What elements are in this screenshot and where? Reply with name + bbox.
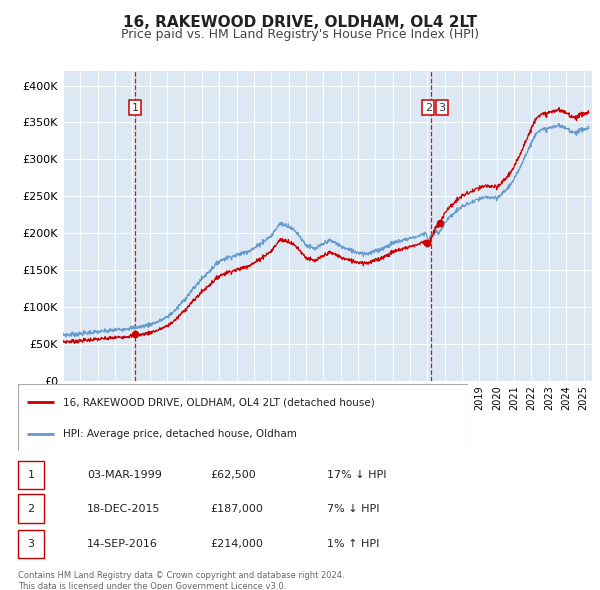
Text: 1: 1 <box>28 470 34 480</box>
Text: 2: 2 <box>425 103 432 113</box>
Text: 17% ↓ HPI: 17% ↓ HPI <box>327 470 386 480</box>
Text: Price paid vs. HM Land Registry's House Price Index (HPI): Price paid vs. HM Land Registry's House … <box>121 28 479 41</box>
Text: 3: 3 <box>28 539 34 549</box>
Text: 2: 2 <box>28 504 34 513</box>
Text: 1: 1 <box>132 103 139 113</box>
Text: 1% ↑ HPI: 1% ↑ HPI <box>327 539 379 549</box>
Text: 16, RAKEWOOD DRIVE, OLDHAM, OL4 2LT (detached house): 16, RAKEWOOD DRIVE, OLDHAM, OL4 2LT (det… <box>63 398 375 408</box>
Text: £214,000: £214,000 <box>210 539 263 549</box>
Text: 3: 3 <box>439 103 446 113</box>
Text: 7% ↓ HPI: 7% ↓ HPI <box>327 504 380 513</box>
Text: £187,000: £187,000 <box>210 504 263 513</box>
Text: 03-MAR-1999: 03-MAR-1999 <box>87 470 162 480</box>
Text: £62,500: £62,500 <box>210 470 256 480</box>
Text: Contains HM Land Registry data © Crown copyright and database right 2024.
This d: Contains HM Land Registry data © Crown c… <box>18 571 344 590</box>
Text: 16, RAKEWOOD DRIVE, OLDHAM, OL4 2LT: 16, RAKEWOOD DRIVE, OLDHAM, OL4 2LT <box>123 15 477 30</box>
FancyBboxPatch shape <box>18 384 468 451</box>
Text: 18-DEC-2015: 18-DEC-2015 <box>87 504 161 513</box>
Text: 14-SEP-2016: 14-SEP-2016 <box>87 539 158 549</box>
Text: HPI: Average price, detached house, Oldham: HPI: Average price, detached house, Oldh… <box>63 430 297 440</box>
